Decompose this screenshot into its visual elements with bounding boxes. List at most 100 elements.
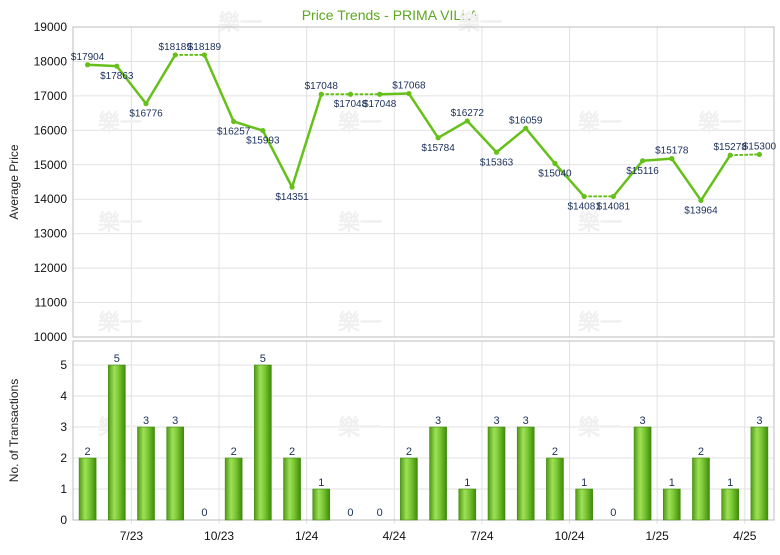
price-plot-frame bbox=[72, 26, 775, 338]
price-data-label: $14081 bbox=[597, 201, 631, 212]
transaction-bar bbox=[721, 488, 739, 521]
watermark: 樂一 bbox=[338, 110, 382, 135]
price-y-tick: 14000 bbox=[34, 192, 68, 206]
price-data-label: $16776 bbox=[129, 109, 163, 120]
bar-data-label: 3 bbox=[640, 415, 646, 427]
bars-plot-frame bbox=[72, 340, 775, 521]
price-y-tick: 12000 bbox=[34, 261, 68, 275]
price-point bbox=[552, 160, 558, 166]
bar-data-label: 2 bbox=[552, 446, 558, 458]
price-point bbox=[464, 118, 470, 124]
transaction-bar bbox=[546, 457, 564, 521]
price-y-tick: 11000 bbox=[35, 296, 68, 310]
watermark: 樂一 bbox=[458, 10, 502, 35]
transaction-bar bbox=[487, 426, 506, 521]
price-point bbox=[493, 149, 500, 155]
price-y-tick: 16000 bbox=[34, 123, 68, 137]
transaction-bar bbox=[429, 426, 447, 521]
price-point bbox=[523, 125, 529, 131]
transaction-bar bbox=[516, 426, 535, 521]
price-panel: 10000 11000 12000 13000 14000 15000 16000 17000… bbox=[7, 10, 777, 344]
price-data-label: $17068 bbox=[392, 81, 426, 92]
price-data-label: $15784 bbox=[421, 143, 455, 154]
bar-data-label: 0 bbox=[201, 507, 207, 519]
price-point bbox=[727, 152, 733, 158]
bar-data-label: 3 bbox=[756, 415, 762, 427]
price-point bbox=[377, 91, 383, 97]
x-tick-label: 1/25 bbox=[645, 529, 669, 543]
price-data-label: $18189 bbox=[159, 42, 193, 53]
price-line-segment bbox=[729, 153, 761, 157]
price-y-tick: 15000 bbox=[34, 158, 68, 172]
x-tick-label: 7/23 bbox=[120, 529, 144, 543]
watermark: 樂一 bbox=[338, 310, 382, 335]
price-line-segment bbox=[612, 159, 644, 198]
bar-data-label: 2 bbox=[698, 446, 704, 458]
price-y-tick: 13000 bbox=[34, 227, 68, 241]
price-data-label: $15993 bbox=[246, 136, 280, 147]
x-tick-label: 10/24 bbox=[555, 529, 585, 543]
bars-y-tick: 0 bbox=[60, 513, 67, 527]
bar-data-label: 1 bbox=[581, 477, 587, 489]
bar-data-label: 1 bbox=[669, 477, 675, 489]
price-line-segment bbox=[553, 162, 586, 198]
price-point bbox=[172, 52, 178, 58]
watermark: 樂一 bbox=[578, 210, 622, 235]
bar-data-label: 1 bbox=[318, 477, 324, 489]
bars-y-tick: 4 bbox=[60, 389, 67, 403]
price-line-segment bbox=[407, 92, 440, 140]
price-line-segment bbox=[495, 127, 527, 154]
transaction-bar bbox=[78, 457, 97, 521]
transaction-bar bbox=[108, 364, 126, 521]
price-data-label: $15278 bbox=[714, 142, 748, 153]
x-tick-label: 4/25 bbox=[733, 529, 757, 543]
transaction-bar bbox=[254, 364, 272, 521]
watermark: 樂一 bbox=[338, 415, 382, 440]
transaction-bar bbox=[633, 426, 652, 521]
price-y-tick: 17000 bbox=[34, 89, 68, 103]
bar-data-label: 2 bbox=[406, 446, 412, 458]
price-line-segment bbox=[378, 92, 411, 96]
bar-data-label: 5 bbox=[114, 353, 120, 365]
price-data-label: $17048 bbox=[363, 99, 397, 110]
bars-y-tick: 3 bbox=[60, 420, 67, 434]
bar-data-label: 0 bbox=[347, 507, 353, 519]
transaction-bar bbox=[692, 457, 710, 521]
watermark: 樂一 bbox=[98, 210, 142, 235]
transaction-bar bbox=[137, 426, 155, 521]
watermark: 樂一 bbox=[578, 110, 622, 135]
price-point bbox=[143, 101, 149, 107]
price-line-segment bbox=[466, 119, 498, 154]
watermark: 樂一 bbox=[98, 310, 142, 335]
price-line-segment bbox=[86, 63, 119, 68]
transaction-bar bbox=[166, 426, 185, 521]
watermark: 樂一 bbox=[578, 415, 622, 440]
transaction-bar bbox=[312, 488, 331, 521]
price-point bbox=[85, 62, 91, 68]
price-line-segment bbox=[115, 64, 148, 105]
price-data-label: $17048 bbox=[305, 81, 339, 92]
price-line-segment bbox=[232, 120, 265, 132]
chart-title: Price Trends - PRIMA VILLA bbox=[302, 7, 479, 23]
price-data-label: $15178 bbox=[655, 146, 689, 157]
watermark: 樂一 bbox=[578, 310, 622, 335]
price-data-label: $16059 bbox=[509, 115, 543, 126]
bar-data-label: 1 bbox=[727, 477, 733, 489]
bars-y-tick: 2 bbox=[60, 451, 67, 465]
price-data-label: $17904 bbox=[71, 52, 105, 63]
bar-data-label: 2 bbox=[231, 446, 237, 458]
price-point bbox=[756, 151, 762, 158]
price-line-segment bbox=[261, 129, 294, 189]
bar-data-label: 3 bbox=[143, 415, 149, 427]
bar-data-label: 3 bbox=[172, 415, 178, 427]
price-point bbox=[260, 127, 266, 134]
price-data-label: $14351 bbox=[275, 192, 309, 203]
bars-y-tick: 5 bbox=[60, 358, 67, 372]
transaction-bar bbox=[662, 488, 681, 521]
price-point bbox=[114, 63, 120, 69]
price-y-tick: 19000 bbox=[34, 20, 68, 34]
price-point bbox=[231, 118, 237, 125]
price-line-segment bbox=[203, 53, 235, 123]
